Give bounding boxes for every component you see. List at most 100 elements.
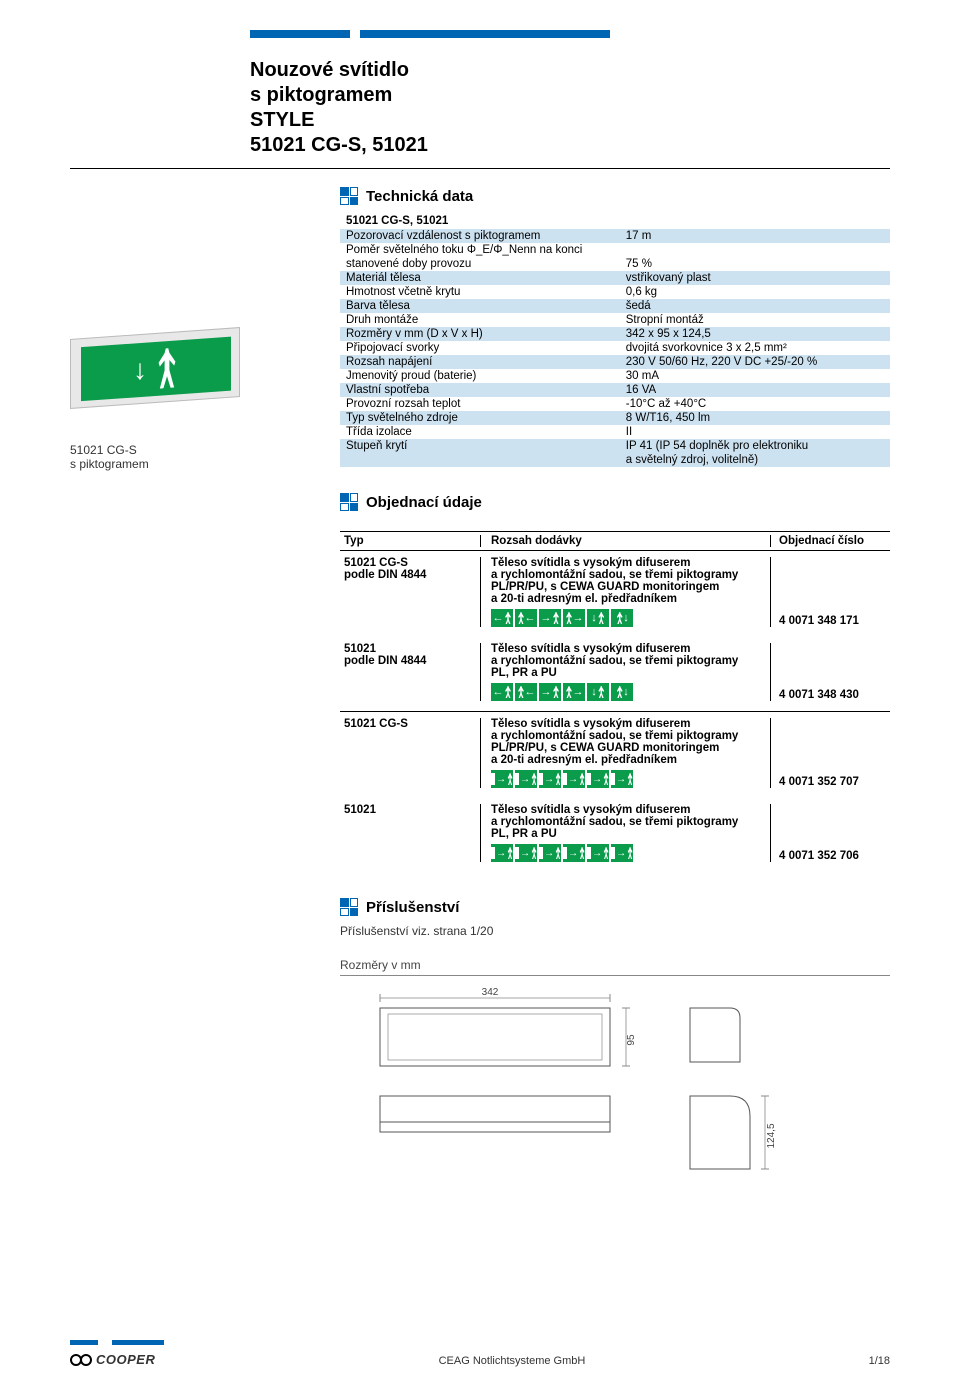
- specs-table: 51021 CG-S, 51021 Pozorovací vzdálenost …: [340, 213, 890, 471]
- spec-key: Materiál tělesa: [346, 272, 626, 284]
- exit-pictogram-icon: ↓: [611, 683, 633, 701]
- access-text: Příslušenství viz. strana 1/20: [340, 924, 890, 938]
- spec-key: stanovené doby provozu: [346, 258, 626, 270]
- spec-key: Připojovací svorky: [346, 342, 626, 354]
- dimension-drawing-front: 342 95: [340, 984, 640, 1184]
- exit-pictogram-icon: →: [491, 844, 513, 862]
- spec-value: [626, 244, 884, 256]
- title-line-4: 51021 CG-S, 51021: [250, 134, 428, 156]
- svg-text:95: 95: [626, 1034, 637, 1046]
- exit-pictogram-icon: →: [587, 844, 609, 862]
- order-number: 4 0071 348 430: [770, 643, 890, 701]
- product-caption: 51021 CG-S s piktogramem: [70, 443, 320, 471]
- exit-pictogram-icon: ←: [515, 609, 537, 627]
- down-arrow-icon: ↓: [133, 356, 147, 385]
- cooper-logo: COOPER: [70, 1352, 155, 1367]
- checker-icon: [340, 493, 358, 511]
- exit-pictogram-icon: →: [563, 609, 585, 627]
- section-heading-order: Objednací údaje: [340, 493, 890, 511]
- checker-icon: [340, 898, 358, 916]
- dims-label: Rozměry v mm: [340, 958, 890, 976]
- order-number: 4 0071 352 707: [770, 718, 890, 788]
- spec-row: Hmotnost včetně krytu0,6 kg: [340, 285, 890, 299]
- spec-key: Rozsah napájení: [346, 356, 626, 368]
- order-row: 51021Těleso svítidla s vysokým difuserem…: [340, 798, 890, 872]
- exit-pictogram-icon: ↓: [611, 609, 633, 627]
- page-title: Nouzové svítidlo s piktogramem STYLE 510…: [250, 58, 890, 158]
- spec-row: Stupeň krytíIP 41 (IP 54 doplněk pro ele…: [340, 439, 890, 453]
- dimension-drawing-side: 124,5: [680, 984, 800, 1184]
- spec-value: 75 %: [626, 258, 884, 270]
- order-heading: Objednací údaje: [366, 494, 482, 511]
- spec-row: Materiál tělesavstřikovaný plast: [340, 271, 890, 285]
- spec-row: Vlastní spotřeba16 VA: [340, 383, 890, 397]
- spec-key: Třída izolace: [346, 426, 626, 438]
- spec-value: IP 41 (IP 54 doplněk pro elektroniku: [626, 440, 884, 452]
- spec-key: Druh montáže: [346, 314, 626, 326]
- footer-accent-bars: [70, 1340, 164, 1345]
- exit-pictogram-icon: →: [515, 844, 537, 862]
- spec-row: Třída izolaceII: [340, 425, 890, 439]
- exit-pictogram-icon: →: [563, 770, 585, 788]
- spec-value: 8 W/T16, 450 lm: [626, 412, 884, 424]
- title-line-3: STYLE: [250, 109, 314, 131]
- exit-pictogram-icon: →: [491, 770, 513, 788]
- order-type: 51021: [340, 804, 480, 862]
- spec-row: Připojovací svorkydvojitá svorkovnice 3 …: [340, 341, 890, 355]
- spec-value: a světelný zdroj, volitelně): [626, 454, 884, 466]
- order-row: 51021podle DIN 4844Těleso svítidla s vys…: [340, 637, 890, 711]
- exit-pictogram-icon: ←: [515, 683, 537, 701]
- exit-pictogram-icon: →: [611, 844, 633, 862]
- spec-value: -10°C až +40°C: [626, 398, 884, 410]
- exit-pictogram-icon: →: [539, 609, 561, 627]
- order-head-row: Typ Rozsah dodávky Objednací číslo: [340, 531, 890, 551]
- order-type: 51021 CG-Spodle DIN 4844: [340, 557, 480, 627]
- spec-row: Druh montážeStropní montáž: [340, 313, 890, 327]
- title-line-1: Nouzové svítidlo: [250, 59, 409, 81]
- order-scope: Těleso svítidla s vysokým difuserema ryc…: [480, 557, 770, 627]
- access-heading: Příslušenství: [366, 899, 459, 916]
- specs-header: 51021 CG-S, 51021: [340, 213, 890, 229]
- exit-pictogram-icon: →: [611, 770, 633, 788]
- pictogram-strip: →→→→→→: [491, 844, 764, 862]
- exit-pictogram-icon: →: [587, 770, 609, 788]
- spec-row: Poměr světelného toku Φ_E/Φ_Nenn na konc…: [340, 243, 890, 257]
- spec-value: šedá: [626, 300, 884, 312]
- order-row: 51021 CG-Spodle DIN 4844Těleso svítidla …: [340, 551, 890, 637]
- product-image: ↓: [70, 333, 250, 433]
- checker-icon: [340, 187, 358, 205]
- dimensions-block: Rozměry v mm 342 95: [340, 958, 890, 1184]
- spec-row: Provozní rozsah teplot-10°C až +40°C: [340, 397, 890, 411]
- order-table: Typ Rozsah dodávky Objednací číslo 51021…: [340, 531, 890, 872]
- exit-pictogram-icon: ↓: [587, 609, 609, 627]
- spec-value: 230 V 50/60 Hz, 220 V DC +25/-20 %: [626, 356, 884, 368]
- order-scope: Těleso svítidla s vysokým difuserema ryc…: [480, 804, 770, 862]
- section-heading-access: Příslušenství: [340, 898, 890, 916]
- section-heading-tech: Technická data: [340, 187, 890, 205]
- svg-text:342: 342: [482, 987, 499, 998]
- exit-pictogram-icon: →: [539, 683, 561, 701]
- exit-pictogram-icon: ←: [491, 609, 513, 627]
- spec-row: Barva tělesašedá: [340, 299, 890, 313]
- exit-pictogram-icon: →: [563, 683, 585, 701]
- order-col-scope: Rozsah dodávky: [480, 535, 770, 547]
- order-type: 51021podle DIN 4844: [340, 643, 480, 701]
- pictogram-strip: ←←→→↓↓: [491, 609, 764, 627]
- title-line-2: s piktogramem: [250, 84, 392, 106]
- header-accent-bars: [250, 30, 890, 38]
- order-number: 4 0071 348 171: [770, 557, 890, 627]
- exit-pictogram-icon: →: [563, 844, 585, 862]
- spec-key: Barva tělesa: [346, 300, 626, 312]
- spec-key: Vlastní spotřeba: [346, 384, 626, 396]
- spec-key: Jmenovitý proud (baterie): [346, 370, 626, 382]
- running-man-icon: [155, 347, 179, 389]
- spec-value: 342 x 95 x 124,5: [626, 328, 884, 340]
- tech-heading: Technická data: [366, 188, 473, 205]
- spec-value: 16 VA: [626, 384, 884, 396]
- spec-key: Pozorovací vzdálenost s piktogramem: [346, 230, 626, 242]
- spec-value: 17 m: [626, 230, 884, 242]
- spec-row: stanovené doby provozu75 %: [340, 257, 890, 271]
- pictogram-strip: →→→→→→: [491, 770, 764, 788]
- order-scope: Těleso svítidla s vysokým difuserema ryc…: [480, 643, 770, 701]
- exit-pictogram-icon: →: [539, 770, 561, 788]
